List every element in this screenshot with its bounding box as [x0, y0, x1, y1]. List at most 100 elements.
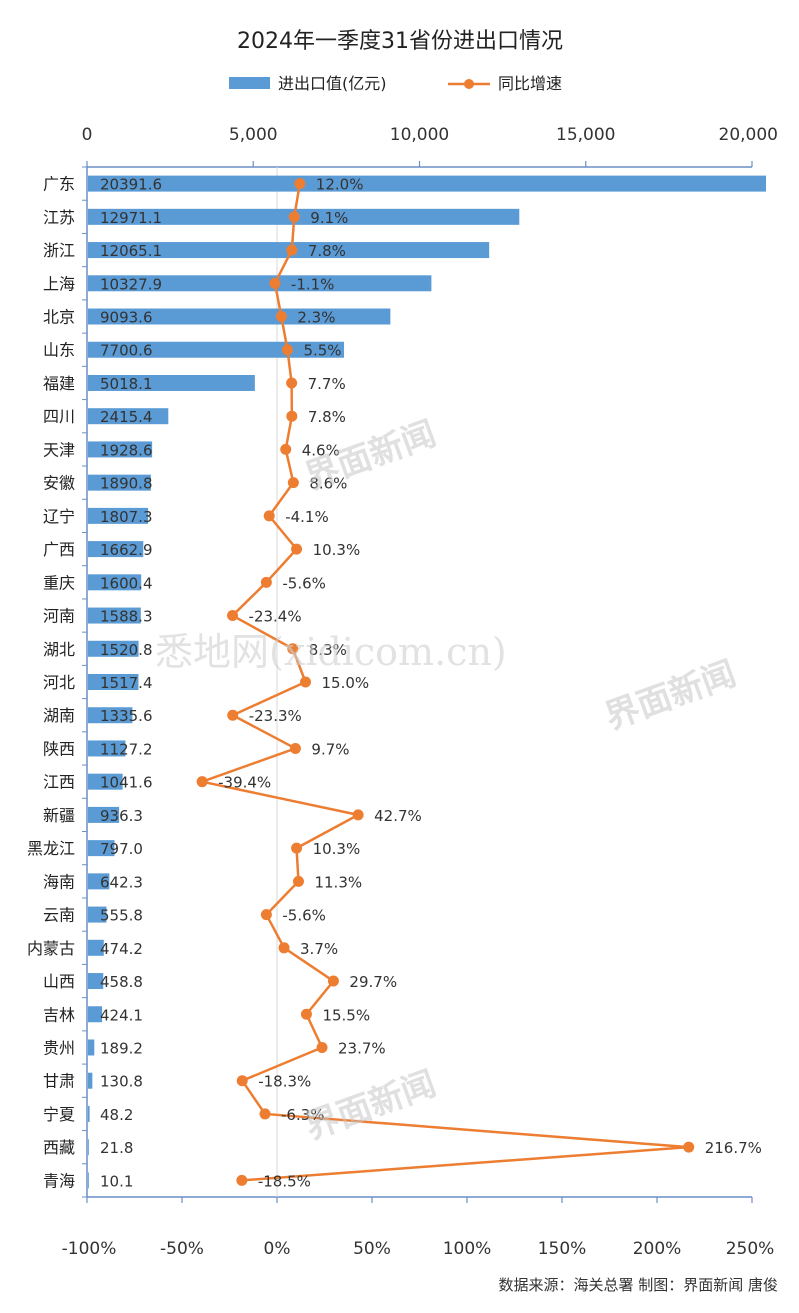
- growth-value-label: 7.7%: [308, 375, 346, 393]
- category-label: 广东: [43, 175, 75, 194]
- growth-point: [286, 377, 298, 389]
- growth-point: [291, 543, 303, 555]
- bar-value-label: 9093.6: [100, 309, 153, 327]
- bar-value-label: 130.8: [100, 1073, 143, 1091]
- bar: [88, 308, 391, 325]
- category-label: 天津: [43, 440, 75, 459]
- growth-value-label: -39.4%: [218, 774, 271, 792]
- bar: [88, 906, 107, 923]
- growth-point: [287, 643, 299, 655]
- bar-value-label: 424.1: [100, 1006, 143, 1024]
- growth-value-label: 10.3%: [313, 840, 361, 858]
- category-label: 河北: [43, 673, 75, 692]
- bar-value-label: 1600.4: [100, 574, 153, 592]
- bar-value-label: 1807.3: [100, 508, 153, 526]
- source-note: 数据来源：海关总署 制图：界面新闻 唐俊: [498, 1276, 778, 1294]
- growth-point: [286, 244, 298, 256]
- bar: [88, 574, 142, 591]
- top-axis: 0 5,000 10,000 15,000 20,000: [82, 125, 778, 168]
- bottom-axis-tick-label: 0%: [264, 1239, 291, 1259]
- bar: [88, 840, 115, 857]
- category-label: 青海: [43, 1171, 75, 1190]
- growth-point: [278, 942, 290, 954]
- growth-value-label: 15.5%: [322, 1006, 370, 1024]
- watermark-jiemian-3: 界面新闻: [300, 1064, 441, 1148]
- bar-value-labels: 20391.6 12971.1 12065.1 10327.9 9093.6 7700.6…: [100, 176, 162, 1191]
- growth-point: [352, 809, 364, 821]
- growth-point: [236, 1075, 248, 1087]
- bar-value-label: 20391.6: [100, 176, 162, 194]
- bar: [88, 640, 139, 657]
- growth-point: [291, 842, 303, 854]
- growth-value-label: 11.3%: [314, 873, 362, 891]
- bar: [88, 674, 139, 690]
- bar-value-label: 1890.8: [100, 475, 153, 493]
- top-axis-tick-label: 20,000: [719, 125, 778, 145]
- bar: [88, 374, 255, 391]
- growth-value-label: 7.8%: [308, 408, 346, 426]
- growth-point: [287, 477, 299, 489]
- growth-point: [316, 1041, 328, 1053]
- bar-value-label: 1662.9: [100, 541, 153, 559]
- growth-value-label: 9.1%: [310, 209, 348, 227]
- growth-value-label: 42.7%: [374, 807, 422, 825]
- bar: [88, 408, 169, 425]
- growth-point: [294, 178, 306, 190]
- bar: [88, 1172, 89, 1189]
- legend-bar-label: 进出口值(亿元): [278, 74, 387, 93]
- bar-value-label: 936.3: [100, 807, 143, 825]
- growth-line-series: [196, 178, 695, 1186]
- bottom-axis: -100% -50% 0% 50% 100% 150% 200% 250%: [62, 167, 774, 1259]
- bar: [88, 1006, 103, 1023]
- growth-point: [227, 709, 239, 721]
- category-label: 上海: [43, 274, 75, 293]
- category-label: 山东: [43, 341, 75, 360]
- growth-point: [227, 610, 239, 622]
- growth-value-label: 15.0%: [322, 674, 370, 692]
- growth-point: [289, 742, 301, 754]
- bar-value-label: 12065.1: [100, 242, 162, 260]
- growth-value-label: -23.3%: [249, 707, 302, 725]
- bar-value-label: 48.2: [100, 1106, 133, 1124]
- category-label: 陕西: [43, 739, 75, 758]
- bar-series: [88, 175, 767, 1189]
- bar-value-label: 458.8: [100, 973, 143, 991]
- bar: [88, 873, 110, 890]
- bar: [88, 973, 104, 990]
- bar-value-label: 10327.9: [100, 275, 162, 293]
- bar: [88, 341, 345, 358]
- top-axis-tick-label: 10,000: [390, 125, 449, 145]
- growth-point: [288, 211, 300, 223]
- growth-value-label: 2.3%: [297, 309, 335, 327]
- chart-title: 2024年一季度31省份进出口情况: [237, 29, 563, 54]
- category-label: 西藏: [43, 1138, 75, 1157]
- growth-point: [196, 776, 208, 788]
- bar-value-label: 642.3: [100, 873, 143, 891]
- bar: [88, 1039, 95, 1056]
- bar: [88, 208, 520, 225]
- bar: [88, 773, 123, 790]
- bar: [88, 740, 126, 757]
- bar-value-label: 1520.8: [100, 641, 153, 659]
- growth-value-label: 3.7%: [300, 940, 338, 958]
- top-axis-tick-label: 0: [82, 125, 93, 145]
- bar: [88, 507, 149, 524]
- growth-value-label: 10.3%: [313, 541, 361, 559]
- watermark-jiemian-1: 界面新闻: [300, 414, 441, 498]
- growth-point: [327, 975, 339, 987]
- bottom-axis-tick-label: 100%: [443, 1239, 492, 1259]
- bar: [88, 1139, 89, 1156]
- growth-point: [683, 1141, 695, 1153]
- growth-value-label: 4.6%: [302, 441, 340, 459]
- category-label: 山西: [43, 972, 75, 991]
- bar-value-label: 5018.1: [100, 375, 153, 393]
- growth-value-label: -23.4%: [249, 608, 302, 626]
- growth-point: [259, 1108, 271, 1120]
- bar: [88, 474, 151, 491]
- bar-value-label: 1588.3: [100, 608, 153, 626]
- category-label: 四川: [43, 407, 75, 426]
- category-label: 河南: [43, 607, 75, 626]
- category-label: 海南: [43, 872, 75, 891]
- category-label: 湖南: [43, 706, 75, 725]
